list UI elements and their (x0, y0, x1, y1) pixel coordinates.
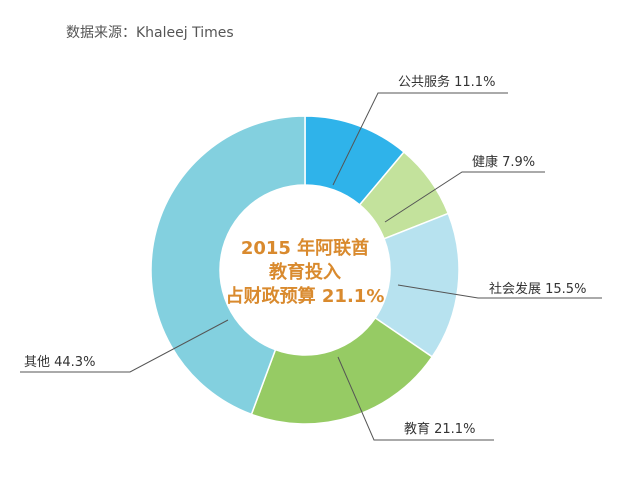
label-leaders (20, 92, 602, 441)
leader-social-development (397, 284, 602, 299)
leader-education (337, 356, 494, 441)
slice-other (150, 115, 306, 416)
donut-slices (150, 115, 460, 425)
leader-other (20, 319, 229, 373)
slice-label-social-development: 社会发展 15.5% (489, 281, 586, 297)
center-title-line-2: 教育投入 (269, 261, 341, 283)
center-title-line-3: 占财政预算 21.1% (226, 285, 385, 307)
slice-education (250, 316, 434, 425)
slice-label-health: 健康 7.9% (472, 154, 535, 170)
source-note: 数据来源：Khaleej Times (66, 25, 234, 41)
slice-label-education: 教育 21.1% (404, 421, 475, 437)
slice-label-other: 其他 44.3% (24, 355, 95, 370)
slice-label-public-services: 公共服务 11.1% (398, 74, 495, 90)
leader-public-services (332, 92, 508, 186)
leader-health (384, 171, 545, 223)
center-title-line-1: 2015 年阿联酋 (241, 237, 369, 259)
